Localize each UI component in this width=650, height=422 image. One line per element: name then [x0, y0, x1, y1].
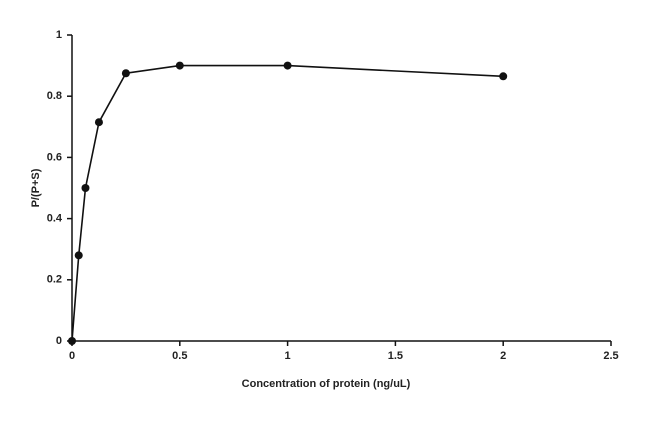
data-point: [94, 118, 103, 127]
x-tick-label: 1.5: [388, 350, 403, 362]
x-tick-label: 0.5: [172, 350, 187, 362]
data-point: [68, 337, 76, 345]
data-point: [283, 61, 292, 70]
data-point: [74, 251, 83, 260]
data-point: [121, 69, 130, 78]
y-tick-label: 0: [56, 335, 62, 347]
y-tick-label: 0.2: [47, 274, 62, 286]
y-tick-label: 0.8: [47, 90, 62, 102]
data-point: [81, 184, 90, 192]
x-tick-label: 0: [69, 350, 75, 362]
x-axis-label: Concentration of protein (ng/uL): [242, 378, 411, 390]
y-tick-label: 1: [56, 29, 62, 41]
x-tick-label: 2.5: [603, 350, 618, 362]
data-point: [499, 72, 508, 81]
series-line: [71, 64, 504, 342]
x-tick-label: 1: [285, 350, 291, 362]
data-point: [175, 61, 184, 70]
y-tick-label: 0.4: [47, 213, 63, 225]
x-tick-label: 2: [500, 350, 506, 362]
y-tick-label: 0.6: [47, 151, 62, 163]
y-axis-label: P/(P+S): [30, 168, 42, 207]
